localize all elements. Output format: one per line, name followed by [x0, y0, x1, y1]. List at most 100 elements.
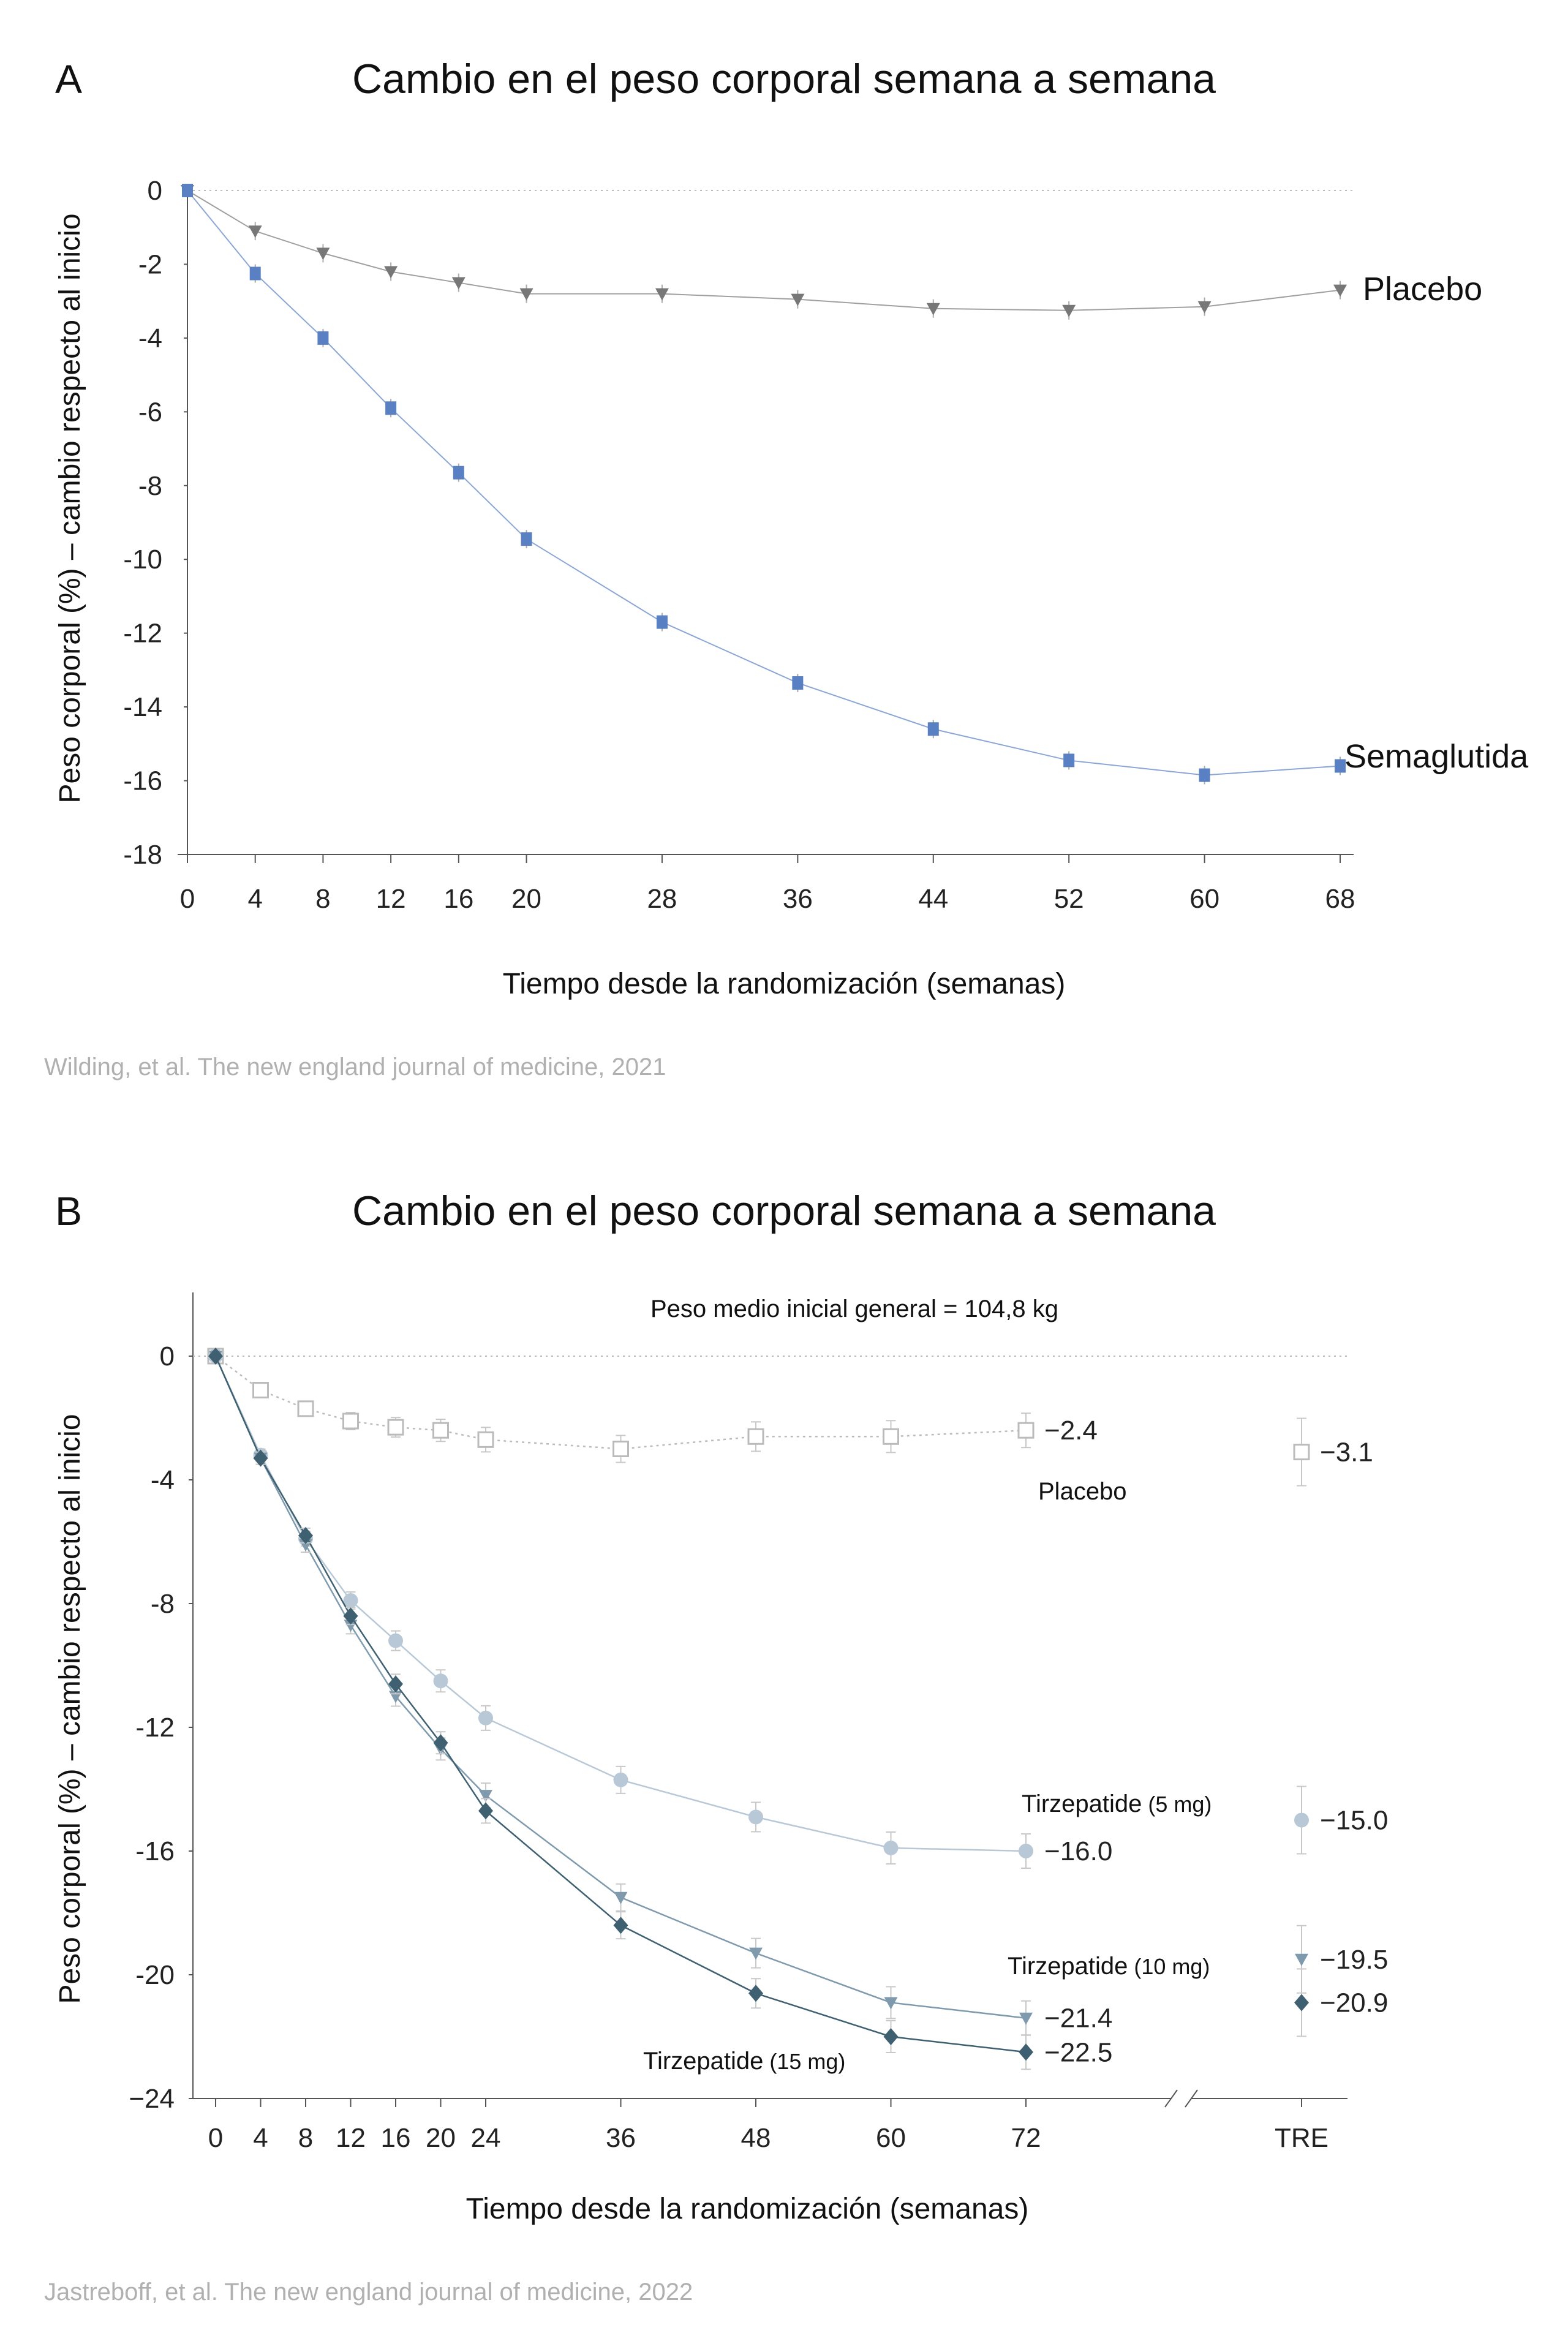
panel-a-y-tick-label: 0 — [148, 176, 162, 206]
data-point-placebo — [384, 266, 398, 279]
panel-b-end-labels: −2.4 −16.0 −21.4−22.5 — [1044, 1416, 1112, 2067]
data-point-placebo — [655, 288, 669, 301]
data-point-placebo — [612, 1441, 629, 1457]
panel-a-y-ticks: 0 -2 -4 -6 -8 -10 -12 -14 -16 -18 — [123, 176, 187, 870]
data-point-placebo — [1333, 284, 1347, 297]
panel-b-axis-break-1 — [1164, 2089, 1178, 2108]
data-point-placebo — [387, 1419, 404, 1436]
panel-a-source: Wilding, et al. The new england journal … — [44, 1054, 666, 1080]
panel-b-x-tick-label: 48 — [741, 2123, 771, 2153]
panel-a-x-tick-label: 28 — [647, 884, 677, 914]
data-point-placebo — [432, 1422, 449, 1439]
panel-a-letter: A — [55, 56, 82, 102]
data-point-tirzepatide-5-mg — [433, 1673, 448, 1689]
panel-a-x-tick-label: 60 — [1189, 884, 1219, 914]
panel-a-x-tick-label: 16 — [443, 884, 473, 914]
panel-a-x-tick-label: 52 — [1054, 884, 1084, 914]
data-point-placebo — [883, 1428, 899, 1445]
data-point-tirzepatide-15-mg — [883, 2028, 899, 2045]
panel-a-semaglutide-label: Semaglutida — [1344, 738, 1529, 775]
panel-b-y-tick-label: −24 — [129, 2084, 175, 2114]
data-point-tirzepatide-5-mg — [343, 1593, 358, 1608]
data-point-placebo — [791, 293, 805, 306]
panel-b-x-axis-label: Tiempo desde la randomización (semanas) — [466, 2193, 1029, 2225]
end-value-label-tirzepatide-15-mg: −22.5 — [1044, 2037, 1112, 2067]
panel-b-x-ticks: 0 4 8 12 16 20 24 36 48 60 72 — [208, 2099, 1302, 2153]
panel-b-t5-label-dose: (5 mg) — [1142, 1792, 1212, 1817]
data-point-tirzepatide-15-mg — [1019, 2043, 1033, 2061]
panel-b-tre-tick-label: TRE — [1275, 2123, 1329, 2153]
panel-a-x-tick-label: 68 — [1325, 884, 1355, 914]
data-point-placebo — [747, 1428, 764, 1445]
data-point-tirzepatide-15-mg — [253, 1449, 268, 1467]
tre-value-label-tirzepatide-10-mg: −19.5 — [1320, 1945, 1388, 1975]
end-value-label-placebo: −2.4 — [1044, 1416, 1098, 1446]
panel-b-t5-label-main: Tirzepatide — [1022, 1790, 1142, 1817]
tre-point-tirzepatide-10-mg — [1295, 1953, 1308, 1966]
panel-b-axis-break-2 — [1185, 2089, 1198, 2108]
panel-b-x-tick-label: 4 — [253, 2123, 268, 2153]
panel-a-x-tick-label: 0 — [180, 884, 195, 914]
data-point-tirzepatide-10-mg — [1019, 2012, 1033, 2025]
series-line-placebo — [187, 190, 1341, 311]
data-point-tirzepatide-15-mg — [433, 1734, 448, 1752]
panel-a-y-tick-label: -6 — [138, 397, 162, 427]
data-point-tirzepatide-10-mg — [884, 1997, 898, 2010]
data-point-tirzepatide-10-mg — [614, 1891, 628, 1904]
data-point-placebo — [252, 1382, 269, 1399]
data-point-semaglutida — [792, 676, 804, 690]
data-point-semaglutida — [656, 615, 668, 629]
panel-a-y-tick-label: -14 — [123, 692, 162, 722]
panel-b-x-tick-label: 0 — [208, 2123, 223, 2153]
panel-b-x-tick-label: 24 — [471, 2123, 501, 2153]
panel-b-t5-label: Tirzepatide (5 mg) — [1022, 1790, 1212, 1817]
tre-value-label-tirzepatide-15-mg: −20.9 — [1320, 1988, 1388, 2018]
data-point-tirzepatide-10-mg — [479, 1790, 492, 1803]
panel-b: B Cambio en el peso corporal semana a se… — [44, 1188, 1388, 2306]
panel-a-x-ticks: 0 4 8 12 16 20 28 36 44 52 60 68 — [180, 854, 1355, 914]
data-point-placebo — [1062, 304, 1076, 317]
end-value-label-tirzepatide-10-mg: −21.4 — [1044, 2004, 1112, 2034]
panel-a-x-tick-label: 4 — [247, 884, 262, 914]
panel-b-y-tick-label: -20 — [135, 1960, 175, 1990]
data-point-placebo — [316, 247, 330, 260]
data-point-tirzepatide-15-mg — [343, 1607, 358, 1625]
panel-b-t10-label-dose: (10 mg) — [1128, 1954, 1210, 1979]
panel-a-placebo-label: Placebo — [1363, 271, 1482, 307]
tre-point-placebo — [1293, 1444, 1310, 1461]
tre-point-tirzepatide-15-mg — [1294, 1994, 1309, 2012]
panel-a-y-tick-label: -12 — [123, 619, 162, 649]
panel-a-y-tick-label: -16 — [123, 766, 162, 796]
panel-a-x-axis-label: Tiempo desde la randomización (semanas) — [503, 968, 1066, 1000]
data-point-semaglutida — [1335, 759, 1346, 773]
data-point-placebo — [477, 1431, 494, 1448]
panel-a-y-tick-label: -18 — [123, 840, 162, 870]
data-point-tirzepatide-5-mg — [613, 1772, 628, 1787]
panel-b-tre-points: −3.1 −15.0 −19.5 −20.9 — [1293, 1417, 1388, 2037]
panel-a-title: Cambio en el peso corporal semana a sema… — [352, 56, 1216, 102]
data-point-tirzepatide-15-mg — [388, 1675, 403, 1693]
data-point-tirzepatide-15-mg — [298, 1526, 313, 1544]
data-point-semaglutida — [1199, 768, 1210, 782]
panel-b-x-tick-label: 16 — [381, 2123, 411, 2153]
panel-a-y-axis-label: Peso corporal (%) – cambio respecto al i… — [54, 213, 86, 803]
panel-b-t10-label: Tirzepatide (10 mg) — [1008, 1953, 1210, 1980]
data-point-tirzepatide-10-mg — [749, 1947, 763, 1960]
panel-b-t10-label-main: Tirzepatide — [1008, 1953, 1128, 1980]
data-point-placebo — [342, 1412, 359, 1430]
data-point-placebo — [248, 225, 262, 238]
panel-a-y-tick-label: -8 — [138, 471, 162, 501]
panel-b-x-tick-label: 12 — [336, 2123, 366, 2153]
data-point-tirzepatide-10-mg — [344, 1620, 358, 1632]
panel-b-y-axis-label: Peso corporal (%) – cambio respecto al i… — [54, 1414, 86, 2004]
panel-a: A Cambio en el peso corporal semana a se… — [44, 56, 1529, 1080]
panel-a-y-tick-label: -10 — [123, 545, 162, 575]
data-point-semaglutida — [521, 532, 532, 546]
panel-b-title: Cambio en el peso corporal semana a sema… — [352, 1188, 1216, 1234]
panel-b-t15-label: Tirzepatide (15 mg) — [643, 2048, 845, 2075]
data-point-tirzepatide-15-mg — [208, 1348, 223, 1365]
panel-b-subtitle: Peso medio inicial general = 104,8 kg — [650, 1295, 1058, 1322]
panel-a-x-tick-label: 8 — [315, 884, 330, 914]
panel-a-y-tick-label: -4 — [138, 323, 162, 353]
